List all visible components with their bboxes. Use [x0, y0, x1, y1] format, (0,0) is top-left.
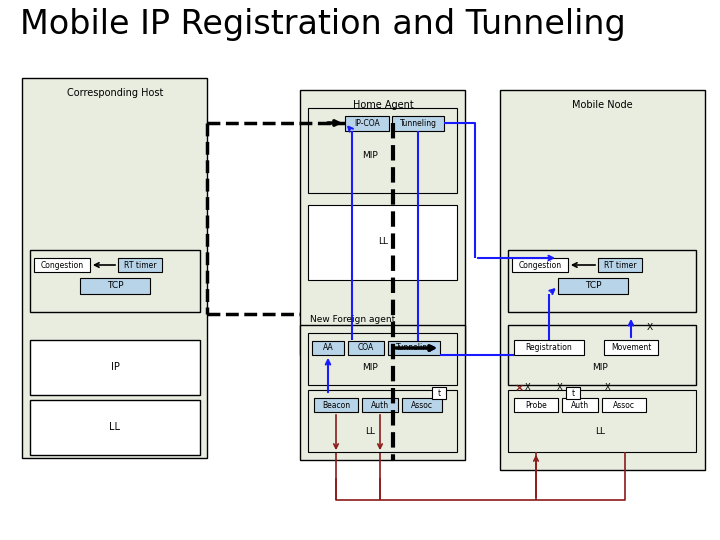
Text: TCP: TCP: [585, 281, 601, 291]
Bar: [312, 341, 344, 355]
Text: t: t: [438, 388, 441, 397]
Text: X: X: [525, 383, 531, 393]
Text: LL: LL: [109, 422, 120, 432]
Text: LL: LL: [365, 428, 375, 436]
Text: New Foreign agent: New Foreign agent: [310, 315, 395, 324]
Text: MIP: MIP: [362, 151, 378, 159]
Text: COA: COA: [358, 343, 374, 353]
Text: LL: LL: [378, 238, 388, 246]
Bar: [388, 341, 440, 355]
Text: Movement: Movement: [611, 342, 651, 352]
Bar: [392, 116, 444, 131]
Text: TCP: TCP: [107, 281, 123, 291]
Text: Mobile IP Registration and Tunneling: Mobile IP Registration and Tunneling: [20, 8, 626, 41]
Bar: [558, 278, 628, 294]
Bar: [602, 398, 646, 412]
Text: LL: LL: [595, 428, 605, 436]
Bar: [34, 258, 90, 272]
Text: X: X: [557, 383, 563, 393]
Bar: [598, 258, 642, 272]
Bar: [566, 387, 580, 399]
Bar: [30, 340, 200, 395]
Text: MIP: MIP: [592, 363, 608, 373]
Bar: [80, 278, 150, 294]
Bar: [508, 250, 696, 312]
Text: Probe: Probe: [525, 401, 547, 409]
Bar: [514, 340, 584, 355]
Bar: [300, 90, 465, 355]
Text: Congestion: Congestion: [518, 260, 562, 269]
Bar: [508, 325, 696, 385]
Bar: [300, 325, 465, 460]
Text: Corresponding Host: Corresponding Host: [67, 88, 163, 98]
Bar: [432, 387, 446, 399]
Text: RT timer: RT timer: [124, 260, 156, 269]
Text: Mobile Node: Mobile Node: [572, 100, 632, 110]
Text: Congestion: Congestion: [40, 260, 84, 269]
Bar: [308, 108, 457, 193]
Bar: [562, 398, 598, 412]
Bar: [308, 333, 457, 385]
Text: Auth: Auth: [571, 401, 589, 409]
Text: RT timer: RT timer: [604, 260, 636, 269]
Text: t: t: [572, 388, 575, 397]
Text: Tunneling: Tunneling: [395, 343, 433, 353]
Text: X: X: [605, 383, 611, 393]
Bar: [30, 250, 200, 312]
Text: AA: AA: [323, 343, 333, 353]
Text: MIP: MIP: [362, 363, 378, 373]
Text: IP-COA: IP-COA: [354, 118, 380, 127]
Bar: [604, 340, 658, 355]
Bar: [362, 398, 398, 412]
Bar: [512, 258, 568, 272]
Bar: [348, 341, 384, 355]
Text: Assoc: Assoc: [411, 401, 433, 409]
Text: Home Agent: Home Agent: [353, 100, 413, 110]
Text: Beacon: Beacon: [322, 401, 350, 409]
Text: $\mathbf{\times}$: $\mathbf{\times}$: [514, 383, 524, 393]
Bar: [314, 398, 358, 412]
Bar: [402, 398, 442, 412]
Bar: [514, 398, 558, 412]
Bar: [118, 258, 162, 272]
Bar: [345, 116, 389, 131]
Text: IP: IP: [111, 362, 120, 372]
Text: Tunneling: Tunneling: [400, 118, 436, 127]
Bar: [308, 205, 457, 280]
Text: Auth: Auth: [371, 401, 389, 409]
Text: Registration: Registration: [526, 342, 572, 352]
Bar: [30, 400, 200, 455]
Bar: [508, 390, 696, 452]
Bar: [308, 390, 457, 452]
Text: X: X: [647, 323, 653, 333]
Bar: [22, 78, 207, 458]
Bar: [500, 90, 705, 470]
Text: Assoc: Assoc: [613, 401, 635, 409]
